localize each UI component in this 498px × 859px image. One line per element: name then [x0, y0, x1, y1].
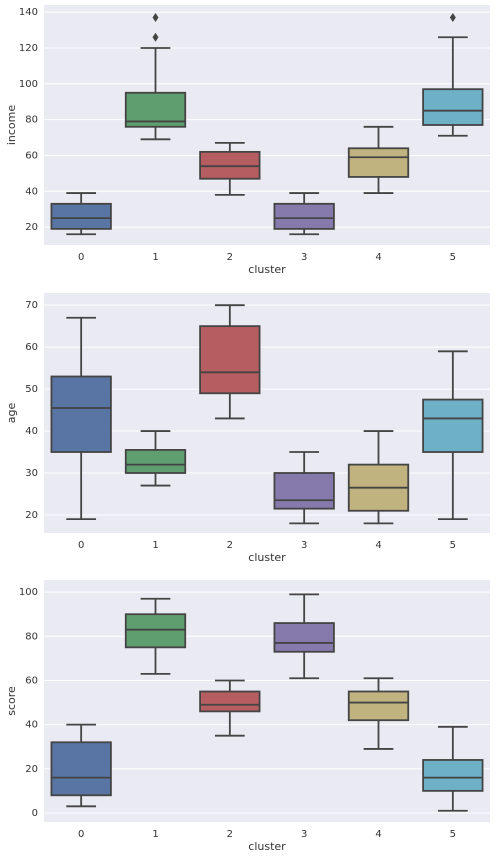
- box: [199, 325, 261, 395]
- x-tick-label: 5: [450, 252, 456, 263]
- y-tick-label: 100: [19, 79, 38, 90]
- x-tick-label: 2: [227, 252, 233, 263]
- x-tick-label: 4: [375, 829, 381, 840]
- y-tick-label: 30: [25, 468, 38, 479]
- box: [50, 375, 112, 453]
- box: [273, 472, 335, 510]
- y-tick-label: 80: [25, 631, 38, 642]
- y-tick-label: 60: [25, 150, 38, 161]
- y-tick-label: 60: [25, 675, 38, 686]
- box: [347, 147, 410, 178]
- x-axis-label: cluster: [248, 263, 286, 276]
- y-tick-label: 100: [19, 587, 38, 598]
- y-axis-label: age: [5, 403, 18, 424]
- x-axis-label: cluster: [248, 551, 286, 564]
- box: [422, 88, 484, 126]
- x-tick-label: 1: [152, 829, 158, 840]
- x-tick-label: 1: [152, 540, 158, 551]
- y-axis-label: income: [5, 105, 18, 146]
- x-tick-label: 1: [152, 252, 158, 263]
- box: [124, 449, 187, 474]
- y-tick-label: 50: [25, 384, 38, 395]
- y-tick-label: 80: [25, 115, 38, 126]
- x-tick-label: 2: [227, 540, 233, 551]
- x-tick-label: 4: [375, 252, 381, 263]
- y-tick-label: 70: [25, 300, 38, 311]
- x-tick-label: 5: [450, 540, 456, 551]
- outlier: [449, 13, 456, 23]
- y-tick-label: 120: [19, 43, 38, 54]
- outlier: [152, 13, 159, 23]
- y-tick-label: 0: [32, 808, 38, 819]
- box: [199, 690, 261, 713]
- x-tick-label: 3: [301, 540, 307, 551]
- y-tick-label: 20: [25, 510, 38, 521]
- plot-area: [44, 293, 490, 533]
- x-tick-label: 5: [450, 829, 456, 840]
- x-tick-label: 0: [78, 540, 84, 551]
- box: [124, 613, 187, 649]
- x-tick-label: 0: [78, 829, 84, 840]
- plot-area: [44, 580, 490, 822]
- box: [422, 759, 484, 792]
- plot-area: [44, 5, 490, 245]
- y-tick-label: 40: [25, 186, 38, 197]
- y-tick-label: 140: [19, 7, 38, 18]
- y-tick-label: 20: [25, 222, 38, 233]
- outlier: [152, 32, 159, 42]
- y-tick-label: 20: [25, 764, 38, 775]
- x-axis-label: cluster: [248, 840, 286, 853]
- x-tick-label: 3: [301, 252, 307, 263]
- box: [347, 690, 410, 722]
- box: [422, 398, 484, 453]
- y-tick-label: 40: [25, 426, 38, 437]
- y-tick-label: 40: [25, 720, 38, 731]
- box: [50, 741, 112, 797]
- x-tick-label: 2: [227, 829, 233, 840]
- x-tick-label: 4: [375, 540, 381, 551]
- box: [50, 202, 112, 230]
- x-tick-label: 0: [78, 252, 84, 263]
- box: [273, 202, 335, 230]
- x-tick-label: 3: [301, 829, 307, 840]
- y-axis-label: score: [5, 686, 18, 716]
- box: [273, 622, 335, 653]
- y-tick-label: 60: [25, 342, 38, 353]
